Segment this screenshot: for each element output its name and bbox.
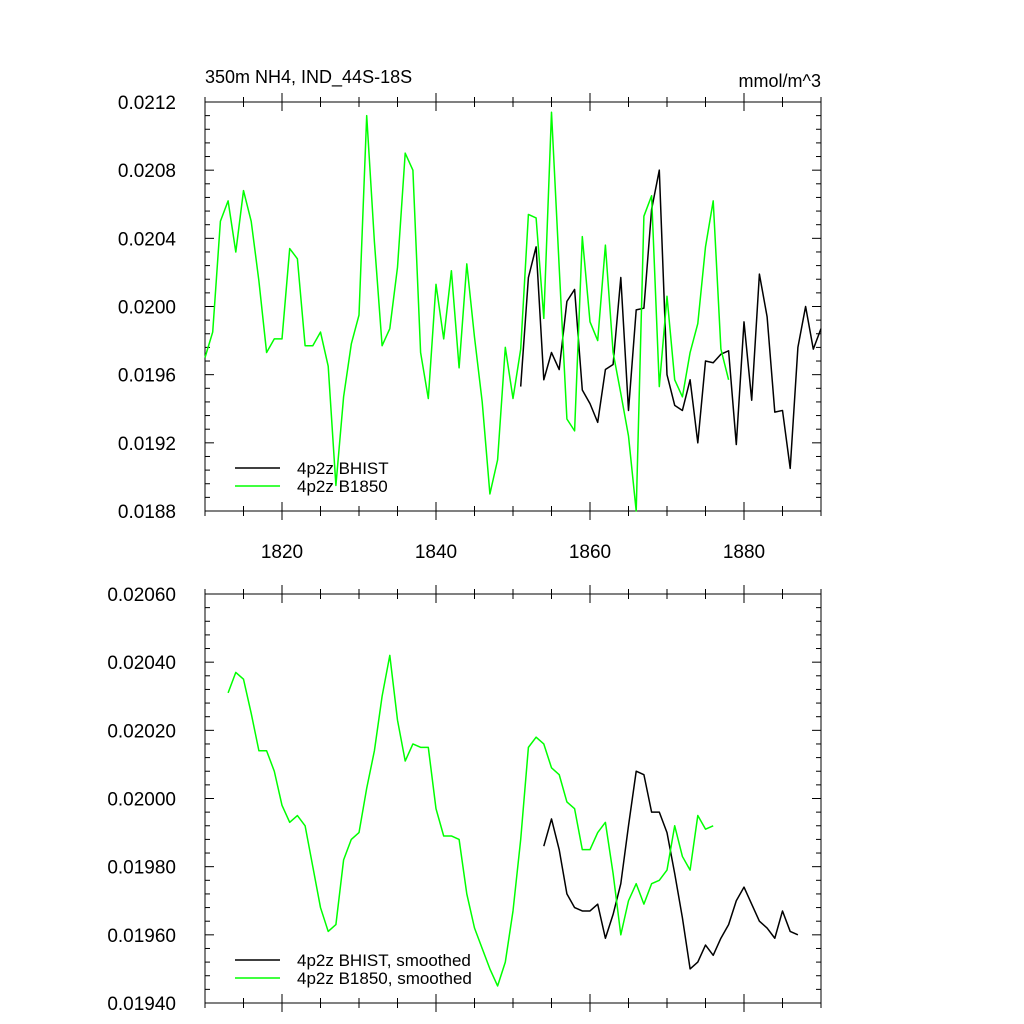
legend-label: 4p2z BHIST, smoothed: [297, 951, 471, 970]
series-line-b1850: [204, 111, 730, 512]
y-tick-label: 0.0212: [118, 93, 176, 114]
chart-title: 350m NH4, IND_44S-18S: [205, 67, 412, 88]
units-label: mmol/m^3: [739, 71, 821, 91]
y-tick-label: 0.01980: [107, 858, 176, 879]
legend-label: 4p2z B1850, smoothed: [297, 969, 472, 988]
x-tick-label: 1840: [415, 542, 457, 563]
y-tick-label: 0.01940: [107, 994, 176, 1015]
y-tick-label: 0.02000: [107, 790, 176, 811]
legend-label: 4p2z BHIST: [297, 459, 389, 478]
series-line-bhist: [543, 770, 799, 970]
series-line-bhist: [519, 169, 822, 470]
y-tick-label: 0.01960: [107, 926, 176, 947]
y-tick-label: 0.0204: [118, 229, 177, 250]
x-tick-label: 1820: [261, 542, 303, 563]
x-tick-label: 1880: [723, 542, 765, 563]
y-tick-label: 0.0200: [118, 298, 176, 319]
top-panel: 1820 1840 1860 1880 0.0188 0.0192 0.0196 0.0200…: [118, 67, 822, 563]
y-tick-label: 0.0192: [118, 434, 176, 455]
x-tick-label: 1860: [569, 542, 611, 563]
series-line-b1850: [227, 654, 714, 987]
y-tick-label: 0.02020: [107, 721, 176, 742]
y-tick-label: 0.02060: [107, 585, 176, 606]
plot-frame: [204, 593, 822, 1004]
y-tick-label: 0.0196: [118, 366, 176, 387]
y-tick-label: 0.0188: [118, 502, 176, 523]
y-tick-label: 0.0208: [118, 161, 176, 182]
bottom-panel: 0.01940 0.01960 0.01980 0.02000 0.02020 0.020…: [107, 585, 822, 1015]
y-tick-label: 0.02040: [107, 653, 176, 674]
legend-label: 4p2z B1850: [297, 477, 388, 496]
plot-frame: [204, 101, 822, 512]
